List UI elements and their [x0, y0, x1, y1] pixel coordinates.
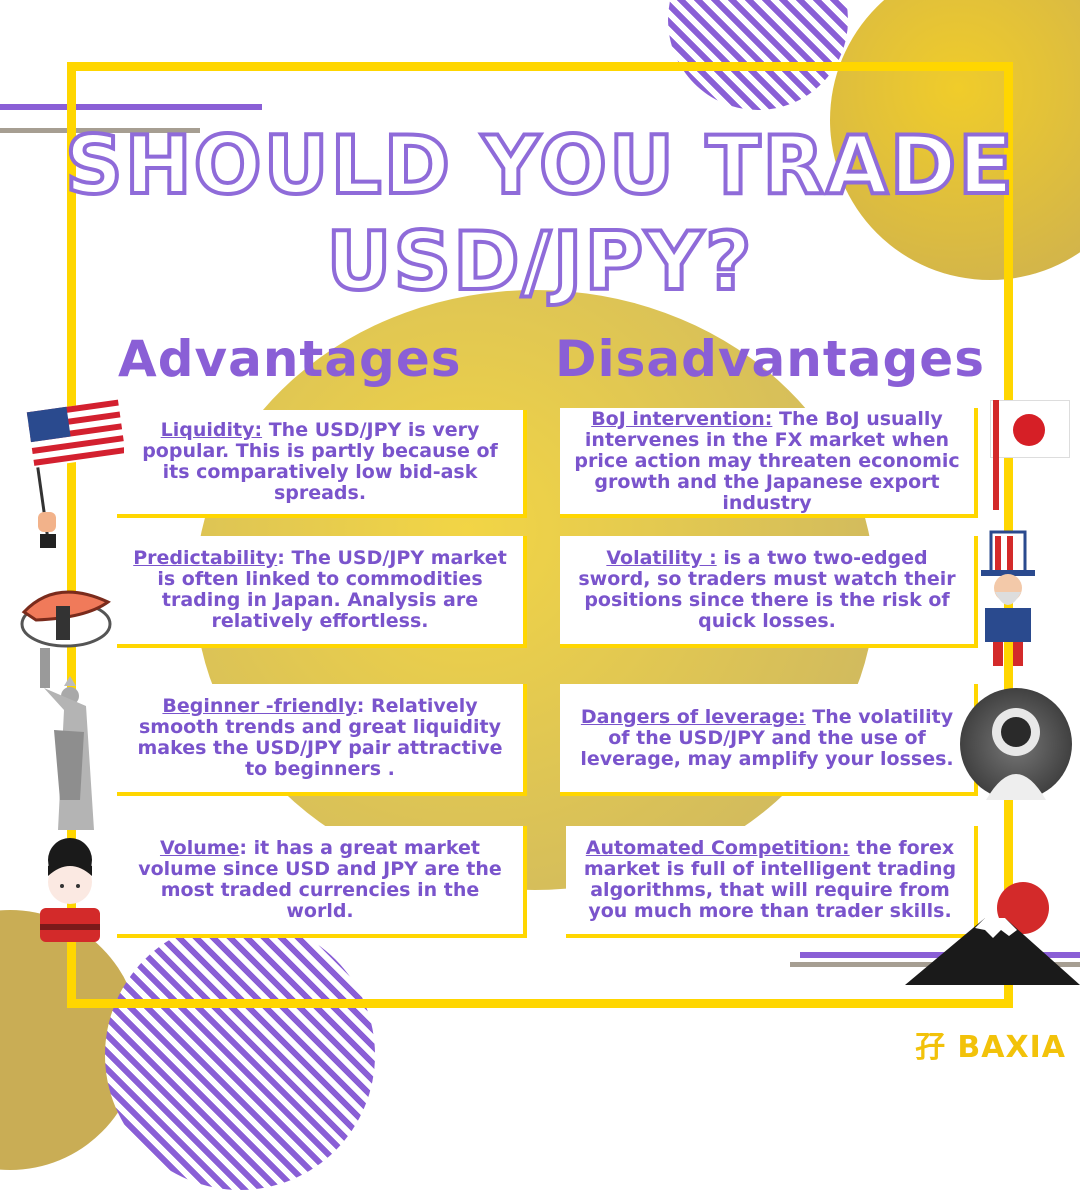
mount-fuji-icon: [905, 880, 1080, 985]
japan-flag-icon: [990, 400, 1070, 458]
disadvantage-card-volatility: Volatility : is a two two-edged sword, s…: [560, 536, 978, 648]
advantage-card-volume: Volume: it has a great market volume sin…: [117, 826, 527, 938]
disadvantage-text: The volatility of the USD/JPY and the us…: [580, 705, 954, 770]
baxia-logo-mark: 孖: [914, 1030, 946, 1065]
title-line-1: SHOULD YOU TRADE: [63, 117, 1015, 214]
accent-line-gray: [0, 128, 200, 133]
advantages-heading: Advantages: [118, 330, 462, 388]
baxia-logo-text: BAXIA: [957, 1030, 1066, 1065]
uncle-sam-icon: [975, 528, 1041, 668]
disadvantage-card-leverage: Dangers of leverage: The volatility of t…: [560, 684, 978, 796]
disadvantage-card-boj: BoJ intervention: The BoJ usually interv…: [560, 408, 978, 518]
advantage-text: : Relatively smooth trends and great liq…: [137, 695, 503, 780]
us-flag-icon: [14, 392, 126, 562]
astronaut-icon: [960, 688, 1072, 800]
disadvantages-heading: Disadvantages: [555, 330, 985, 388]
disadvantage-text: the forex market is full of intelligent …: [583, 837, 957, 922]
accent-line-purple: [0, 104, 262, 110]
shrimp-sushi-icon: [16, 572, 116, 650]
disadvantage-key: BoJ intervention:: [591, 407, 773, 430]
statue-of-liberty-icon: [34, 640, 100, 830]
disadvantage-card-automated: Automated Competition: the forex market …: [566, 826, 978, 938]
flagpole: [993, 400, 999, 510]
disadvantage-text: The BoJ usually intervenes in the FX mar…: [574, 407, 960, 514]
advantage-card-beginner: Beginner -friendly: Relatively smooth tr…: [117, 684, 527, 796]
advantage-key: Predictability: [133, 547, 278, 569]
advantage-card-predictability: Predictability: The USD/JPY market is of…: [117, 536, 527, 648]
advantage-key: Volume: [159, 837, 240, 859]
geisha-icon: [34, 836, 106, 942]
baxia-logo: 孖 BAXIA: [915, 1022, 1066, 1066]
disadvantage-text: is a two two-edged sword, so traders mus…: [578, 547, 956, 632]
accent-line-purple-bottom: [800, 952, 1080, 958]
disadvantage-key: Dangers of leverage:: [580, 705, 806, 728]
advantage-card-liquidity: Liquidity: The USD/JPY is very popular. …: [117, 410, 527, 518]
disadvantage-key: Volatility :: [606, 547, 717, 569]
disadvantage-key: Automated Competition:: [585, 837, 850, 859]
advantage-text: : The USD/JPY market is often linked to …: [157, 547, 507, 632]
advantage-key: Beginner -friendly: [162, 695, 357, 717]
advantage-text: The USD/JPY is very popular. This is par…: [142, 419, 498, 504]
title-line-2: USD/JPY?: [325, 213, 754, 310]
advantage-key: Liquidity:: [160, 419, 263, 441]
advantage-text: : it has a great market volume since USD…: [138, 837, 502, 922]
